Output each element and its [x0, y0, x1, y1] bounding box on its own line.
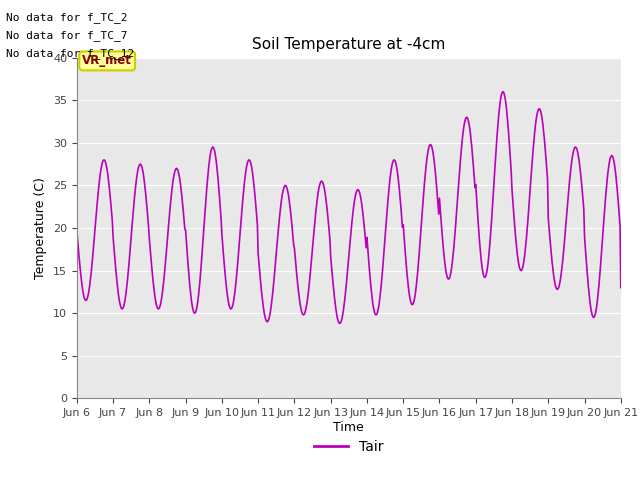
X-axis label: Time: Time: [333, 421, 364, 434]
Y-axis label: Temperature (C): Temperature (C): [35, 177, 47, 279]
Text: No data for f_TC_12: No data for f_TC_12: [6, 48, 134, 60]
Text: No data for f_TC_7: No data for f_TC_7: [6, 30, 128, 41]
Text: No data for f_TC_2: No data for f_TC_2: [6, 12, 128, 23]
Legend: Tair: Tair: [308, 434, 390, 460]
Text: VR_met: VR_met: [83, 54, 132, 67]
Title: Soil Temperature at -4cm: Soil Temperature at -4cm: [252, 37, 445, 52]
